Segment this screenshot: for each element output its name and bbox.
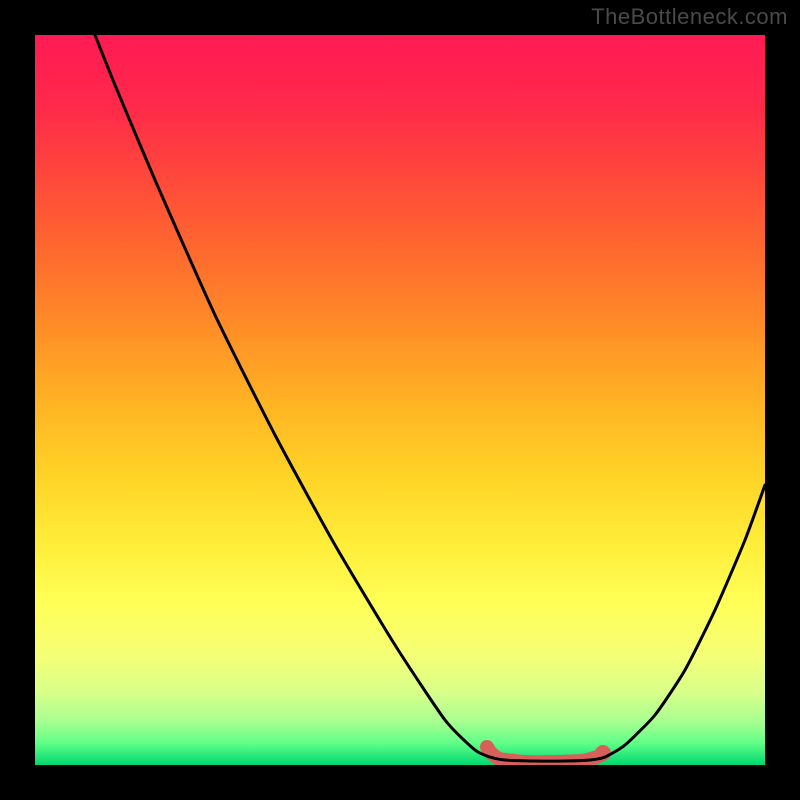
chart-container: TheBottleneck.com <box>0 0 800 800</box>
watermark-text: TheBottleneck.com <box>591 4 788 30</box>
plot-area <box>35 35 765 765</box>
gradient-background <box>35 35 765 765</box>
